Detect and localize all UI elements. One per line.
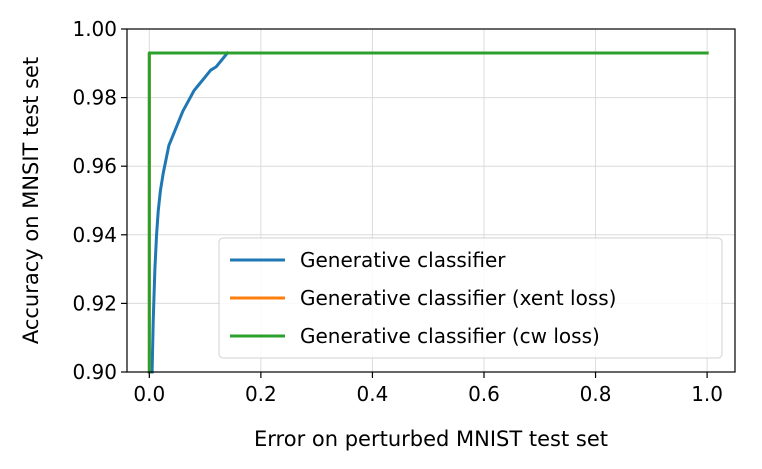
- legend-items: Generative classifier Generative classifi…: [230, 248, 616, 348]
- series-line-0: [150, 50, 230, 374]
- y-tick-label: 0.98: [72, 86, 117, 110]
- y-axis-label: Accuracy on MNSIT test set: [19, 57, 43, 344]
- y-tick-label: 1.00: [72, 17, 117, 41]
- legend-label-1: Generative classifier (xent loss): [300, 286, 616, 310]
- x-tick-label: 0.8: [580, 382, 612, 406]
- legend-label-0: Generative classifier: [300, 248, 506, 272]
- legend-label-2: Generative classifier (cw loss): [300, 324, 600, 348]
- series-line-2: [147, 51, 709, 374]
- x-axis-label: Error on perturbed MNIST test set: [254, 427, 608, 451]
- plot-frame: [126, 28, 736, 373]
- y-tick-label: 0.92: [72, 291, 117, 315]
- series-group: [147, 50, 709, 374]
- x-tick-label: 0.4: [357, 382, 389, 406]
- ticks: 0.0 0.2 0.4 0.6 0.8 1.0 0.90 0.92 0.94 0.96 0.98 1.…: [72, 17, 723, 406]
- x-tick-label: 0.6: [468, 382, 500, 406]
- legend-box: [218, 237, 723, 359]
- y-tick-label: 0.94: [72, 223, 117, 247]
- y-tick-label: 0.96: [72, 154, 117, 178]
- y-tick-label: 0.90: [72, 360, 117, 384]
- legend: Generative classifier Generative classifi…: [218, 237, 723, 359]
- x-tick-label: 0.2: [245, 382, 277, 406]
- x-tick-label: 1.0: [691, 382, 723, 406]
- x-tick-label: 0.0: [133, 382, 165, 406]
